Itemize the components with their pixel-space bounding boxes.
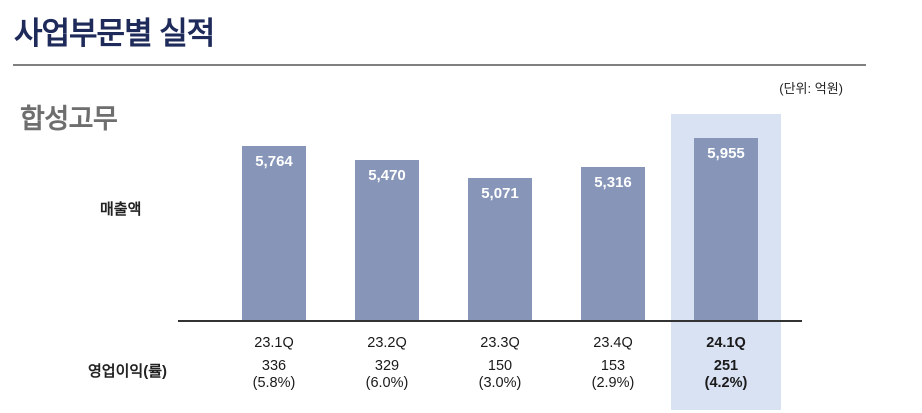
- category-label-23.3Q: 23.3Q: [480, 335, 520, 351]
- operating-profit-value: 251: [713, 358, 739, 374]
- operating-profit-cell-23.3Q: 150 (3.0%): [452, 358, 548, 392]
- category-label-23.1Q: 23.1Q: [254, 335, 294, 351]
- operating-profit-value: 336: [261, 358, 287, 374]
- operating-profit-rate: (5.8%): [252, 375, 296, 391]
- section-title: 합성고무: [20, 104, 118, 134]
- operating-profit-cell-24.1Q: 251 (4.2%): [678, 358, 774, 392]
- bar-24.1Q: 5,955: [694, 138, 758, 320]
- category-label-24.1Q: 24.1Q: [706, 335, 746, 351]
- page-title: 사업부문별 실적: [14, 16, 215, 51]
- bar-value-label: 5,071: [481, 185, 519, 202]
- operating-profit-cell-23.4Q: 153 (2.9%): [565, 358, 661, 392]
- x-axis-line: [178, 320, 802, 322]
- operating-profit-rate: (6.0%): [365, 375, 409, 391]
- operating-profit-value: 150: [487, 358, 513, 374]
- operating-profit-cell-23.2Q: 329 (6.0%): [339, 358, 435, 392]
- operating-profit-value: 153: [600, 358, 626, 374]
- title-rule: [13, 64, 866, 66]
- unit-label: (단위: 억원): [779, 81, 843, 96]
- revenue-row-label: 매출액: [100, 201, 142, 218]
- operating-profit-value: 329: [374, 358, 400, 374]
- operating-profit-row-label: 영업이익(률): [88, 363, 167, 380]
- bar-value-label: 5,470: [368, 167, 406, 184]
- operating-profit-rate: (4.2%): [704, 375, 748, 391]
- bar-23.3Q: 5,071: [468, 178, 532, 320]
- bar-23.4Q: 5,316: [581, 167, 645, 320]
- bar-23.1Q: 5,764: [242, 146, 306, 320]
- bar-value-label: 5,764: [255, 153, 293, 170]
- category-label-23.2Q: 23.2Q: [367, 335, 407, 351]
- operating-profit-cell-23.1Q: 336 (5.8%): [226, 358, 322, 392]
- bar-23.2Q: 5,470: [355, 160, 419, 320]
- category-label-23.4Q: 23.4Q: [593, 335, 633, 351]
- bar-value-label: 5,316: [594, 174, 632, 191]
- operating-profit-rate: (2.9%): [591, 375, 635, 391]
- bar-value-label: 5,955: [707, 145, 745, 162]
- operating-profit-rate: (3.0%): [478, 375, 522, 391]
